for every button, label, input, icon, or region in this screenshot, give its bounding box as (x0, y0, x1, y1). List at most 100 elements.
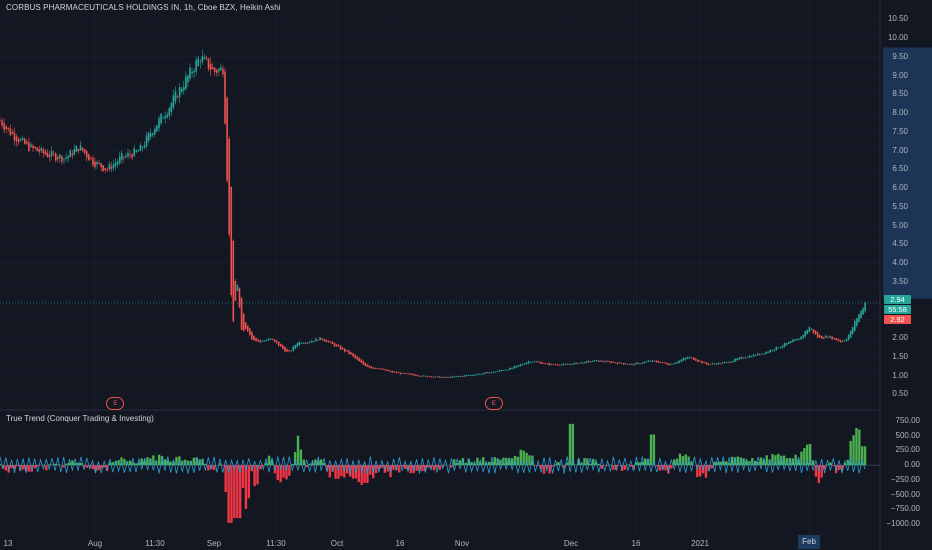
candle-body (187, 75, 189, 83)
candle-body (759, 354, 761, 356)
candle-body (333, 342, 336, 347)
histogram-bar (568, 423, 572, 466)
price-tick-label: 4.00 (892, 258, 908, 268)
histogram-bar (652, 434, 656, 466)
histogram-bar (74, 462, 77, 466)
histogram-bar (571, 423, 575, 466)
histogram-bar (331, 465, 334, 472)
candle-body (453, 376, 456, 378)
candle-body (457, 376, 460, 378)
price-tick-label: 2.00 (892, 333, 908, 343)
histogram-bar (690, 461, 693, 466)
candle-body (13, 132, 16, 141)
candle-body (614, 362, 617, 364)
candle-body (69, 150, 72, 158)
histogram-bar (123, 459, 126, 466)
candle-body (430, 376, 433, 378)
earnings-event-marker[interactable]: E (106, 397, 125, 410)
candle-body (224, 71, 226, 124)
earnings-event-marker[interactable]: E (484, 397, 503, 410)
candle-body (600, 360, 602, 362)
candle-body (529, 361, 532, 363)
candle-body (7, 127, 10, 130)
histogram-bar (826, 464, 829, 466)
candle-body (552, 364, 555, 365)
candle-body (201, 56, 204, 62)
candle-body (36, 147, 38, 152)
candle-body (364, 362, 367, 367)
candle-body (445, 377, 447, 378)
histogram-bar (91, 465, 94, 470)
candle-body (674, 362, 676, 364)
histogram-bar (617, 465, 621, 466)
candle-body (71, 153, 74, 156)
price-tick-label: 0.50 (892, 389, 908, 399)
histogram-bar (591, 458, 595, 466)
histogram-bar (340, 465, 343, 477)
candle-body (164, 116, 166, 119)
candle-body (626, 363, 629, 365)
histogram-bar (380, 465, 384, 468)
candle-body (412, 373, 414, 376)
candle-body (315, 338, 317, 342)
histogram-bar (852, 435, 855, 466)
histogram-bar (508, 458, 511, 466)
histogram-bar (285, 465, 288, 480)
candle-body (787, 341, 790, 345)
histogram-bar (638, 462, 641, 466)
candle-body (853, 320, 856, 331)
histogram-bar (534, 465, 537, 466)
histogram-bar (21, 465, 25, 470)
histogram-bar (453, 459, 456, 466)
candle-body (106, 169, 109, 170)
candle-body (564, 363, 567, 365)
candle-body (794, 339, 796, 342)
histogram-bar (510, 458, 514, 466)
histogram-bar (65, 463, 68, 466)
candle-body (414, 374, 416, 376)
histogram-bar (195, 457, 198, 466)
histogram-bar (649, 434, 653, 466)
candle-body (255, 337, 257, 342)
candle-body (746, 357, 749, 358)
histogram-bar (253, 465, 256, 487)
histogram-bar (305, 465, 308, 468)
candle-body (756, 353, 759, 356)
candle-body (825, 335, 827, 338)
candle-body (616, 362, 619, 364)
histogram-bar (210, 465, 213, 470)
candle-body (110, 166, 113, 169)
histogram-bar (79, 462, 83, 466)
candle-body (296, 343, 299, 347)
histogram-bar (302, 459, 306, 466)
candle-body (323, 339, 325, 341)
candle-body (860, 310, 862, 319)
candle-body (666, 362, 668, 365)
candle-body (182, 86, 185, 91)
histogram-bar (47, 464, 51, 466)
candle-body (703, 362, 705, 363)
candle-body (366, 364, 369, 367)
histogram-bar (808, 443, 812, 466)
candle-body (325, 340, 328, 343)
candle-body (129, 154, 131, 156)
candle-body (664, 362, 666, 364)
histogram-bar (727, 462, 731, 466)
histogram-bar (172, 461, 175, 466)
candle-body (156, 125, 158, 132)
candle-body (389, 370, 392, 372)
histogram-bar (678, 453, 682, 466)
candle-body (715, 363, 718, 365)
candle-body (85, 151, 88, 158)
candle-body (199, 61, 202, 63)
histogram-bar (484, 463, 488, 466)
histogram-bar (409, 465, 413, 474)
histogram-bar (82, 465, 86, 467)
candle-body (139, 144, 142, 152)
histogram-bar (192, 457, 196, 466)
candle-body (288, 350, 290, 352)
candle-body (823, 337, 825, 339)
candle-body (649, 361, 652, 362)
candle-body (585, 361, 588, 363)
